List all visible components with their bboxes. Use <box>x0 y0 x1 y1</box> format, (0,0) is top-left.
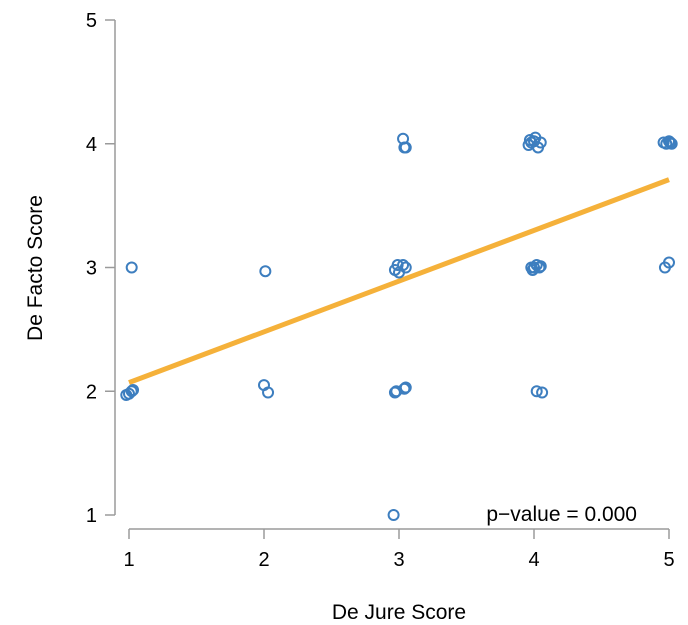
x-tick-label: 3 <box>393 549 404 571</box>
regression-line <box>128 177 670 385</box>
data-point <box>534 136 547 149</box>
data-point <box>534 260 547 273</box>
y-tick-label: 5 <box>86 10 97 32</box>
x-tick-label: 2 <box>258 549 269 571</box>
x-tick-label: 4 <box>528 549 539 571</box>
data-point <box>398 382 411 395</box>
data-point <box>262 386 275 399</box>
x-tick-label: 5 <box>663 549 674 571</box>
data-point <box>399 141 412 154</box>
y-tick-label: 2 <box>86 381 97 403</box>
data-point <box>125 385 138 398</box>
data-point <box>533 261 546 274</box>
data-point <box>530 385 543 398</box>
x-axis-title: De Jure Score <box>332 601 466 624</box>
data-point <box>259 265 272 278</box>
ticks: 1 2 3 4 5 1 2 3 4 5 <box>86 10 675 571</box>
data-point <box>664 136 677 149</box>
data-point <box>399 261 412 274</box>
data-point <box>125 261 138 274</box>
data-point <box>399 381 412 394</box>
data-point <box>663 256 675 269</box>
y-tick-label: 3 <box>86 258 97 280</box>
data-point <box>663 135 675 148</box>
data-point <box>387 509 400 521</box>
y-axis-title: De Facto Score <box>24 195 47 341</box>
data-point <box>391 259 404 272</box>
p-value-annotation: p−value = 0.000 <box>486 503 637 526</box>
data-point <box>665 137 678 150</box>
x-tick-label: 1 <box>123 549 134 571</box>
y-tick-label: 4 <box>86 134 97 156</box>
y-tick-label: 1 <box>86 505 97 527</box>
points-layer <box>120 131 678 521</box>
data-point <box>127 384 140 397</box>
data-point <box>528 261 540 274</box>
data-point <box>536 386 549 399</box>
data-point <box>397 259 410 272</box>
fit-line-layer <box>128 177 670 385</box>
